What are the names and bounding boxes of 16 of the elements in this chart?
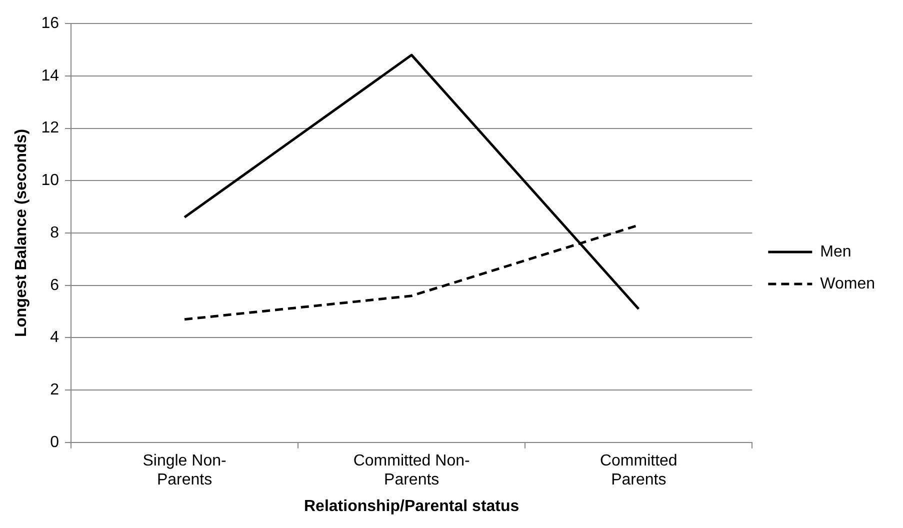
y-tick-label: 10 xyxy=(41,172,60,190)
x-tick-label: Single Non-Parents xyxy=(142,452,226,489)
y-axis-title: Longest Balance (seconds) xyxy=(13,128,30,338)
y-tick-label: 16 xyxy=(41,15,60,32)
y-tick-label: 0 xyxy=(50,434,60,451)
y-tick-label: 8 xyxy=(50,224,60,242)
y-tick-label: 6 xyxy=(50,276,60,294)
y-tick-label: 2 xyxy=(50,381,60,398)
y-tick-label: 4 xyxy=(50,329,60,346)
y-tick-label: 14 xyxy=(41,67,60,84)
x-tick-label: Committed Non-Parents xyxy=(353,452,470,489)
x-axis-title: Relationship/Parental status xyxy=(304,498,520,515)
x-tick-label: Committed Parents xyxy=(600,452,678,489)
y-tick-label: 12 xyxy=(41,120,60,137)
legend-label: Women xyxy=(820,275,876,292)
legend-label: Men xyxy=(820,243,852,260)
